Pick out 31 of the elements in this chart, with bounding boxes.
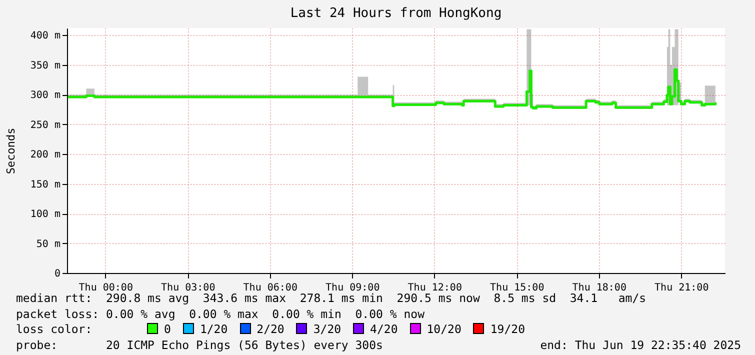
- text: probe: 20 ICMP Echo Pings (56 Bytes) every 300s: [16, 338, 383, 352]
- x-tick-label: Thu 18:00: [572, 282, 626, 294]
- x-tick-label: Thu 09:00: [326, 282, 380, 294]
- y-tick-label: 100 m: [30, 209, 60, 220]
- text: loss color:: [16, 322, 94, 338]
- text: end: Thu Jun 19 22:35:40 2025: [540, 338, 741, 353]
- text: median rtt: 290.8 ms avg 343.6 ms max 278.1 ms min 290.5 ms now 8.5 ms sd 34.1 am/s: [16, 291, 646, 305]
- text: 4/20: [370, 322, 398, 336]
- text: 19/20: [490, 322, 525, 336]
- text: packet loss: 0.00 % avg 0.00 % max 0.00 % min 0.00 % now: [16, 306, 424, 320]
- y-tick-label: 150 m: [30, 179, 60, 190]
- y-tick-label: 0: [54, 268, 60, 280]
- text: 2/20: [256, 322, 284, 336]
- chart-title: Last 24 Hours from HongKong: [290, 6, 502, 21]
- text: 3/20: [313, 322, 342, 336]
- x-tick-label: Thu 21:00: [654, 282, 709, 294]
- x-tick-label: Thu 15:00: [490, 282, 544, 294]
- x-tick-label: Thu 12:00: [408, 282, 462, 294]
- y-tick-label: 250 m: [30, 120, 60, 131]
- y-tick-label: 200 m: [30, 150, 60, 161]
- y-tick-label: 400 m: [30, 30, 60, 42]
- text: 1/20: [200, 322, 228, 336]
- y-tick-label: 50 m: [36, 238, 60, 250]
- x-tick-label: Thu 00:00: [78, 282, 133, 294]
- y-tick-label: 350 m: [30, 60, 60, 72]
- x-tick-label: Thu 03:00: [161, 282, 216, 294]
- text: 10/20: [426, 322, 462, 336]
- text: 0: [164, 322, 171, 336]
- y-axis-title: Seconds: [4, 128, 18, 174]
- y-tick-label: 300 m: [30, 90, 60, 102]
- x-tick-label: Thu 06:00: [243, 282, 298, 294]
